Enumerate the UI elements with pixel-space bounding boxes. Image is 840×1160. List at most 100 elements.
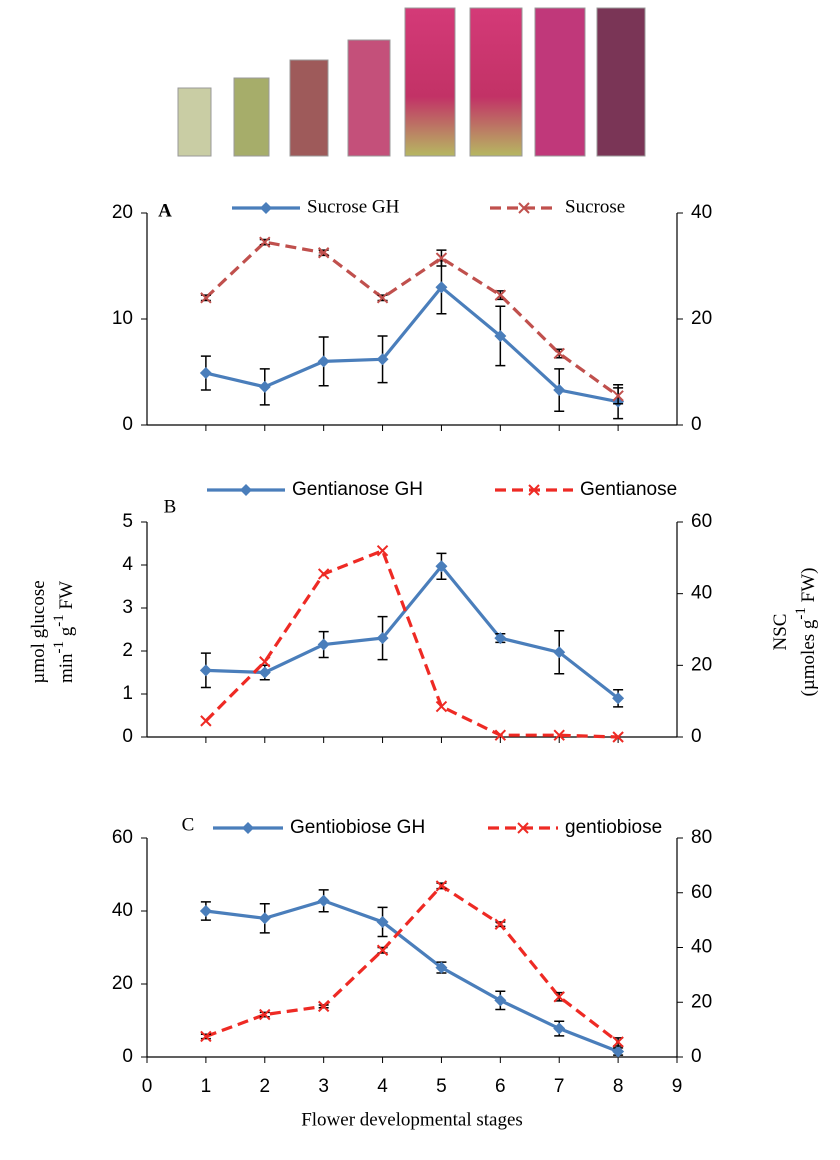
legend-marker [517, 822, 529, 834]
flower-photo [596, 7, 646, 157]
axis-title-text: FW) [798, 568, 819, 608]
marker [376, 353, 389, 366]
axis-title-line: µmol glucose [28, 580, 49, 683]
marker [494, 289, 507, 301]
y2-tick-label: 0 [691, 726, 702, 747]
y-tick-label: 0 [122, 414, 133, 435]
y-tick-label: 0 [122, 726, 133, 747]
legend-label: Gentianose [580, 479, 677, 500]
panel-label: B [164, 496, 177, 517]
axis-title-line: (µmoles g-1 FW) [793, 568, 819, 697]
y2-tick-label: 80 [691, 827, 712, 848]
legend-marker [260, 202, 272, 214]
flower-photo [347, 39, 391, 157]
axis-title-text: µmol glucose [28, 580, 49, 683]
marker [376, 632, 389, 645]
marker [199, 367, 212, 380]
superscript: -1 [793, 607, 809, 620]
marker [200, 1030, 212, 1043]
y-tick-label: 10 [112, 308, 133, 329]
marker [494, 632, 507, 645]
x-tick-label: 9 [672, 1076, 683, 1097]
y2-tick-label: 60 [691, 882, 712, 903]
y-tick-label: 1 [122, 683, 133, 704]
y-tick-label: 0 [122, 1046, 133, 1067]
marker [612, 731, 624, 743]
axis-title-text: FW [56, 581, 77, 614]
marker [317, 355, 330, 368]
marker [612, 1036, 624, 1048]
x-axis-title: Flower developmental stages [301, 1109, 523, 1130]
axis-title-text: (µmoles g [798, 619, 819, 696]
flower-photo [289, 59, 329, 157]
x-tick-label: 2 [259, 1076, 270, 1097]
axis-title-line: min-1 g-1 FW [51, 581, 77, 683]
marker [317, 568, 330, 580]
marker [200, 292, 212, 304]
y2-tick-label: 40 [691, 583, 712, 604]
marker [259, 236, 271, 248]
marker [494, 994, 507, 1007]
marker [612, 390, 624, 402]
marker [317, 247, 330, 259]
series-line [204, 548, 619, 739]
marker [553, 347, 565, 360]
y2-tick-label: 40 [691, 202, 712, 223]
marker [553, 729, 565, 741]
y2-axis-title: NSC (µmoles g-1 FW) [770, 568, 819, 697]
x-tick-label: 6 [495, 1076, 506, 1097]
marker [258, 912, 271, 925]
marker [317, 638, 330, 651]
marker [553, 1022, 566, 1035]
marker [553, 991, 565, 1003]
y-tick-label: 2 [122, 640, 133, 661]
y2-tick-label: 20 [691, 308, 712, 329]
panel-label: C [182, 814, 195, 835]
flower-photo [534, 7, 586, 157]
marker [317, 894, 330, 907]
marker [376, 915, 389, 928]
y2-tick-label: 20 [691, 991, 712, 1012]
x-tick-label: 4 [377, 1076, 388, 1097]
marker [435, 560, 448, 573]
marker [612, 1045, 625, 1058]
series-line [204, 240, 620, 398]
superscript: -1 [51, 614, 67, 627]
marker [435, 880, 448, 892]
series-line [205, 284, 619, 404]
marker [553, 384, 566, 397]
legend-marker [518, 202, 530, 214]
marker [317, 1000, 330, 1013]
marker [199, 664, 212, 677]
marker [435, 252, 448, 264]
y-tick-label: 3 [122, 597, 133, 618]
axis-title-text: NSC [770, 614, 791, 651]
y-tick-label: 40 [112, 900, 133, 921]
marker [376, 944, 389, 956]
marker [435, 281, 448, 294]
y2-tick-label: 40 [691, 937, 712, 958]
marker [200, 715, 212, 727]
y-tick-label: 20 [112, 973, 133, 994]
x-tick-label: 3 [318, 1076, 329, 1097]
series-line [205, 883, 620, 1044]
x-tick-label: 0 [142, 1076, 153, 1097]
marker [435, 961, 448, 974]
x-tick-label: 7 [554, 1076, 565, 1097]
y2-tick-label: 0 [691, 414, 702, 435]
flower-photo [177, 87, 212, 157]
marker [199, 905, 212, 917]
y2-tick-label: 60 [691, 511, 712, 532]
marker [376, 544, 389, 557]
superscript: -1 [51, 641, 67, 654]
panel-label: A [158, 200, 172, 221]
axis-title-text: g [56, 626, 77, 641]
flower-photo [233, 77, 270, 157]
y-axis-title: µmol glucose min-1 g-1 FW [28, 580, 77, 683]
legend-label: Sucrose [565, 196, 625, 217]
marker [258, 666, 271, 679]
legend-label: Sucrose GH [307, 196, 400, 217]
marker [612, 692, 625, 705]
